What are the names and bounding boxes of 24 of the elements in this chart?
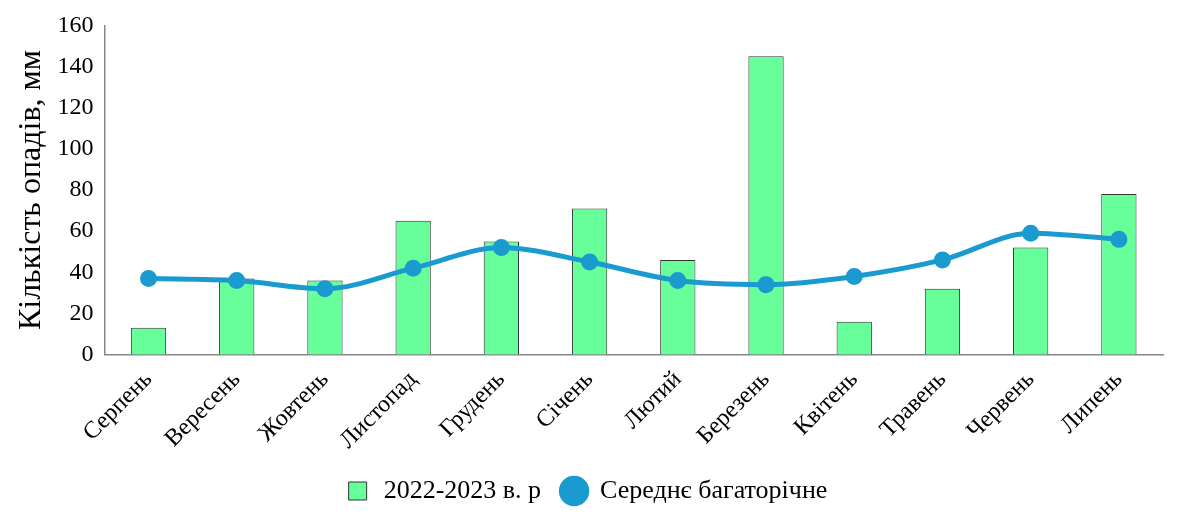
legend-label: 2022-2023 в. р xyxy=(383,474,542,504)
point xyxy=(669,272,687,290)
point xyxy=(845,267,863,285)
y-tick-label: 100 xyxy=(57,134,94,161)
point xyxy=(140,269,158,287)
y-tick-label: 20 xyxy=(69,298,94,325)
y-tick-label: 60 xyxy=(69,216,94,243)
point xyxy=(492,239,510,257)
point xyxy=(757,276,775,294)
point xyxy=(228,272,246,290)
y-tick-label: 40 xyxy=(69,257,94,284)
point xyxy=(933,251,951,269)
point xyxy=(1022,224,1040,242)
y-tick-label: 140 xyxy=(57,51,94,78)
y-axis-title: Кількість опадів, мм xyxy=(10,49,47,331)
y-tick-label: 160 xyxy=(57,10,94,37)
point xyxy=(404,259,422,277)
legend-label: Середнє багаторічне xyxy=(600,474,828,504)
y-tick-label: 120 xyxy=(57,92,94,119)
point xyxy=(1110,230,1128,248)
y-tick-label: 0 xyxy=(81,339,94,366)
point xyxy=(581,253,599,271)
point xyxy=(316,280,334,298)
y-tick-label: 80 xyxy=(69,175,94,202)
